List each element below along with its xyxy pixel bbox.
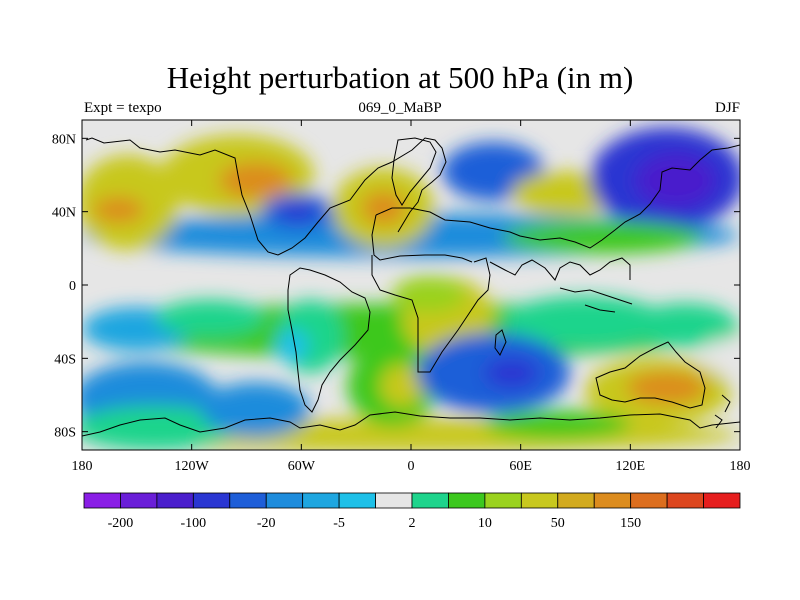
x-tick-label: 60W [288,459,316,474]
y-tick-label: 40N [52,206,76,221]
field-region-19 [275,329,309,362]
colorbar-swatch [520,492,559,509]
colorbar-label: 2 [409,516,416,531]
x-axis: 180 120W 60W 0 60E 120E 180 [72,120,751,474]
colorbar-swatch [192,492,231,509]
colorbar-swatch [83,492,121,509]
coast-south-america [287,267,371,413]
colorbar-swatch [630,492,668,509]
field-region-28 [379,363,424,408]
colorbar-swatch [265,492,304,509]
coast-north-america [85,137,447,256]
colorbar-swatch [411,492,449,509]
y-axis: 80N 40N 0 40S 80S [52,132,740,441]
colorbar-swatch [229,492,267,509]
field-region-17 [155,299,265,337]
map-title: Height perturbation at 500 hPa (in m) [166,60,634,95]
coast-south-asia [489,257,631,281]
colorbar: -200 -100 -20 -5 2 10 50 150 [83,492,741,531]
experiment-label: Expt = texpo [84,100,162,116]
coast-eurasia [371,144,740,263]
field-region-24 [703,340,740,377]
coast-greenland [391,137,437,206]
colorbar-swatch [666,492,704,509]
x-tick-label: 0 [408,459,415,474]
x-tick-label: 120W [175,459,210,474]
field-region-21 [392,275,466,313]
colorbar-swatch [302,492,340,509]
x-tick-label: 180 [730,459,751,474]
coast-antarctica [82,411,740,437]
colorbar-swatch [156,492,194,509]
field-region-26 [82,406,238,450]
colorbar-label: -200 [108,516,134,531]
x-tick-label: 120E [616,459,646,474]
coast-africa [371,255,491,373]
colorbar-label: 10 [478,516,492,531]
y-tick-label: 40S [54,352,76,367]
colorbar-label: 50 [551,516,565,531]
colorbar-swatch [484,492,522,509]
x-tick-label: 180 [72,459,93,474]
field-region-15 [502,220,704,254]
colorbar-swatch [593,492,632,509]
colorbar-swatch [120,492,158,509]
field-region-33 [200,382,311,438]
y-tick-label: 80S [54,426,76,441]
field-region-22 [502,296,667,348]
colorbar-label: 150 [620,516,641,531]
field-region-4 [92,197,145,223]
field-region-10 [361,191,406,225]
colorbar-swatch [338,492,376,509]
colorbar-swatch [557,492,595,509]
field-region-8 [279,202,316,221]
coastlines [82,137,740,437]
coast-new-zealand [714,394,731,429]
coast-indonesia [559,287,633,313]
field-region-32 [626,371,708,405]
x-tick-label: 60E [509,459,532,474]
colorbar-label: -5 [333,516,345,531]
colorbar-swatch [375,492,413,509]
colorbar-label: -100 [180,516,206,531]
coast-madagascar [494,329,507,356]
coast-australia [595,341,706,409]
field-region-23 [633,303,737,348]
colorbar-label: -20 [257,516,276,531]
field-region-6 [219,162,293,199]
field-region-34 [484,409,631,440]
y-tick-label: 0 [69,279,76,294]
field-region-14 [635,153,717,208]
run-label: 069_0_MaBP [358,100,442,116]
y-tick-label: 80N [52,132,76,147]
season-label: DJF [714,100,740,116]
field-region-30 [484,358,539,388]
plot-area [81,119,741,451]
colorbar-swatch [703,492,741,509]
colorbar-swatch [448,492,486,509]
